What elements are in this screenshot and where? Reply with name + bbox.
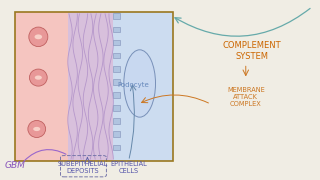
Bar — [113, 12, 173, 161]
Bar — [113, 92, 120, 98]
Bar — [15, 12, 173, 161]
Bar — [113, 131, 120, 137]
Bar — [113, 66, 120, 72]
Text: Podocyte: Podocyte — [117, 82, 149, 88]
Ellipse shape — [124, 50, 156, 117]
Text: EPITHELIAL
CELLS: EPITHELIAL CELLS — [110, 161, 147, 174]
Bar — [68, 12, 113, 161]
Bar — [113, 40, 120, 45]
Ellipse shape — [35, 34, 42, 39]
Ellipse shape — [28, 120, 46, 138]
Bar — [113, 79, 120, 85]
Bar — [113, 14, 120, 19]
Bar — [113, 27, 120, 32]
Ellipse shape — [33, 127, 40, 131]
Bar — [113, 118, 120, 124]
Text: COMPLEMENT
SYSTEM: COMPLEMENT SYSTEM — [223, 41, 281, 61]
Bar — [113, 145, 120, 150]
Text: MEMBRANE
ATTACK
COMPLEX: MEMBRANE ATTACK COMPLEX — [227, 87, 265, 107]
Text: GBM: GBM — [4, 161, 25, 170]
Bar — [113, 53, 120, 58]
Ellipse shape — [35, 75, 42, 80]
Text: SUBEPITHELIAL
DEPOSITS: SUBEPITHELIAL DEPOSITS — [58, 161, 108, 174]
Bar — [113, 105, 120, 111]
Bar — [15, 12, 68, 161]
Ellipse shape — [29, 69, 47, 86]
Ellipse shape — [29, 27, 48, 47]
